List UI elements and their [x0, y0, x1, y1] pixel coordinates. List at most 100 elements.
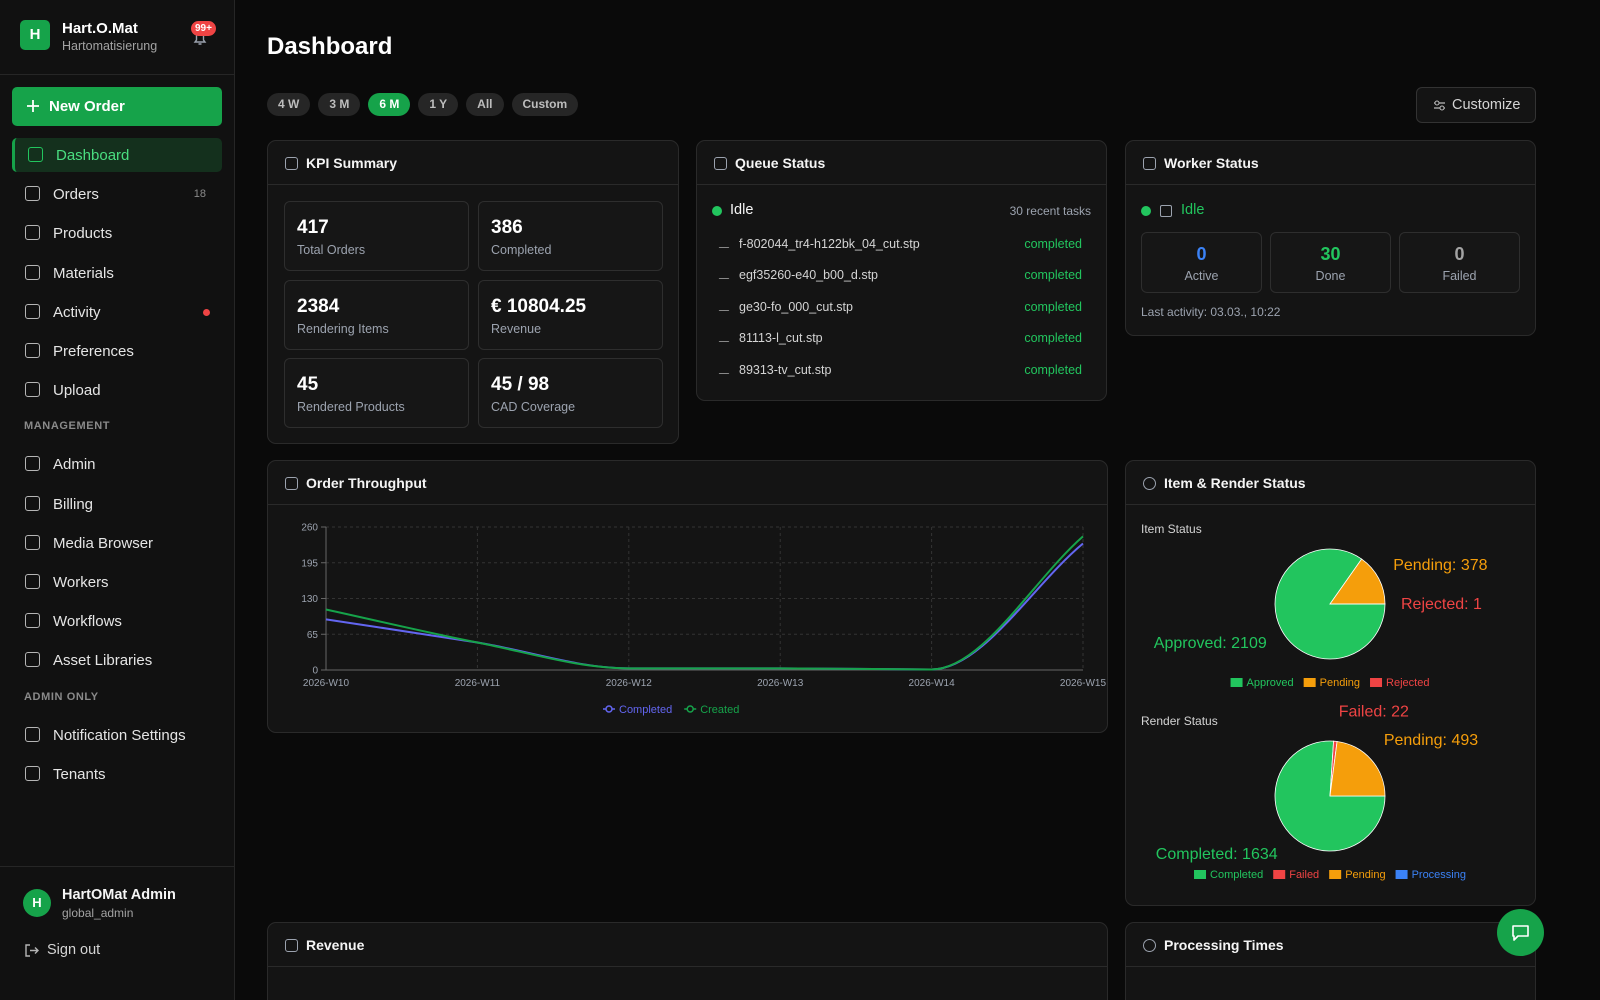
chat-button[interactable]: [1497, 909, 1544, 956]
sign-out-icon: [25, 944, 39, 957]
nav-icon: [25, 225, 40, 241]
nav-item[interactable]: Billing: [12, 487, 222, 521]
section-title: ADMIN ONLY: [24, 690, 99, 703]
status-dot: [712, 206, 722, 216]
chat-icon: [1512, 925, 1529, 941]
y-tick-label: 65: [307, 630, 319, 641]
kpi-label: Revenue: [491, 321, 542, 336]
new-order-button[interactable]: New Order: [12, 87, 222, 126]
range-pill[interactable]: 4 W: [267, 93, 311, 116]
range-pill[interactable]: 3 M: [318, 93, 361, 116]
legend-icon: [605, 705, 613, 713]
plus-icon: [27, 100, 39, 112]
stat-label: Active: [1184, 269, 1219, 283]
panel-title: Worker Status: [1164, 155, 1259, 171]
range-pill[interactable]: All: [466, 93, 504, 116]
kpi-card: 386 Completed: [478, 201, 663, 271]
range-pill[interactable]: 1 Y: [418, 93, 459, 116]
nav-icon: [25, 534, 40, 550]
icon: [1143, 157, 1156, 170]
nav-icon: [25, 382, 40, 398]
nav-item[interactable]: Workflows: [12, 604, 222, 638]
nav-item[interactable]: Materials: [12, 256, 222, 290]
nav-label: Activity: [53, 303, 101, 321]
nav-item[interactable]: Orders 18: [12, 177, 222, 211]
nav-item[interactable]: Dashboard: [12, 138, 222, 172]
task-file: 89313-tv_cut.stp: [739, 362, 832, 377]
stat-value: 0: [1454, 244, 1465, 264]
recent-count: 30 recent tasks: [1009, 204, 1091, 218]
nav-icon: [25, 765, 40, 781]
panel-header: Order Throughput: [268, 461, 1107, 505]
nav-icon: [25, 726, 40, 742]
customize-label: Customize: [1452, 97, 1521, 113]
task-status: completed: [1024, 237, 1082, 251]
legend-label: Pending: [1345, 869, 1385, 881]
pie-slice: [1329, 741, 1386, 797]
nav-item[interactable]: Activity: [12, 295, 222, 329]
worker-state: Idle: [1181, 202, 1205, 218]
task-status: completed: [1024, 331, 1082, 346]
nav-item[interactable]: Products: [12, 216, 222, 250]
pie-slice: [1329, 558, 1386, 605]
kpi-card: 2384 Rendering Items: [284, 279, 469, 350]
kpi-value: 417: [297, 217, 329, 238]
worker-stat: 0 Failed: [1399, 232, 1520, 293]
nav-label: Billing: [53, 495, 94, 513]
nav-label: Admin: [53, 456, 96, 474]
nav-item[interactable]: Tenants: [12, 757, 222, 791]
worker-stat: 30 Done: [1270, 232, 1391, 293]
kpi-label: Rendering Items: [297, 321, 389, 336]
divider: [0, 74, 234, 75]
icon: [1143, 477, 1156, 490]
panel-title: Processing Times: [1164, 937, 1284, 953]
legend-swatch: [1194, 870, 1207, 879]
panel-header: KPI Summary: [268, 141, 678, 185]
stat-value: 0: [1196, 244, 1207, 264]
nav-label: Orders: [53, 186, 99, 204]
x-tick-label: 2026-W11: [455, 678, 501, 689]
user-avatar: H: [23, 889, 51, 917]
legend-swatch: [1395, 870, 1408, 879]
brand-name: Hart.O.Mat: [62, 20, 138, 37]
nav-item[interactable]: Upload: [12, 373, 222, 407]
panel-title: Queue Status: [735, 155, 826, 171]
nav-label: Upload: [53, 382, 101, 400]
brand-avatar: H: [20, 20, 50, 50]
panel-title: Revenue: [306, 937, 365, 953]
legend-swatch: [1303, 678, 1316, 687]
nav-item[interactable]: Admin: [12, 447, 222, 481]
nav-item[interactable]: Asset Libraries: [12, 643, 222, 677]
legend-item: Completed: [1194, 869, 1263, 881]
nav-label: Dashboard: [56, 147, 130, 164]
panel-title: KPI Summary: [306, 155, 398, 171]
sign-out[interactable]: Sign out: [47, 942, 101, 958]
nav-icon: [25, 186, 40, 202]
last-activity: Last activity: 03.03., 10:22: [1141, 305, 1281, 319]
task-file: ge30-fo_000_cut.stp: [739, 299, 853, 314]
task-status: completed: [1024, 362, 1082, 377]
sliders-icon: [1434, 100, 1445, 111]
kpi-value: € 10804.25: [491, 295, 587, 317]
icon: [714, 157, 727, 170]
pie-title: Render Status: [1141, 714, 1218, 728]
panel-header: Worker Status: [1126, 141, 1535, 185]
icon: [285, 477, 298, 490]
kpi-card: 417 Total Orders: [284, 201, 469, 271]
legend-label: Approved: [1247, 677, 1294, 689]
range-pill[interactable]: 6 M: [368, 93, 411, 116]
panel-header: Item & Render Status: [1126, 461, 1535, 505]
legend-label: Completed: [1210, 869, 1263, 881]
icon: [1143, 939, 1156, 952]
x-tick-label: 2026-W15: [1060, 678, 1107, 689]
nav-icon: [25, 652, 40, 668]
customize-button[interactable]: Customize: [1416, 87, 1536, 123]
nav-item[interactable]: Notification Settings: [12, 718, 222, 752]
alert-dot: [203, 308, 210, 316]
range-pill[interactable]: Custom: [511, 93, 579, 116]
nav-item[interactable]: Workers: [12, 565, 222, 599]
nav-item[interactable]: Media Browser: [12, 526, 222, 560]
nav-item[interactable]: Preferences: [12, 334, 222, 368]
task-status: completed: [1024, 268, 1082, 283]
